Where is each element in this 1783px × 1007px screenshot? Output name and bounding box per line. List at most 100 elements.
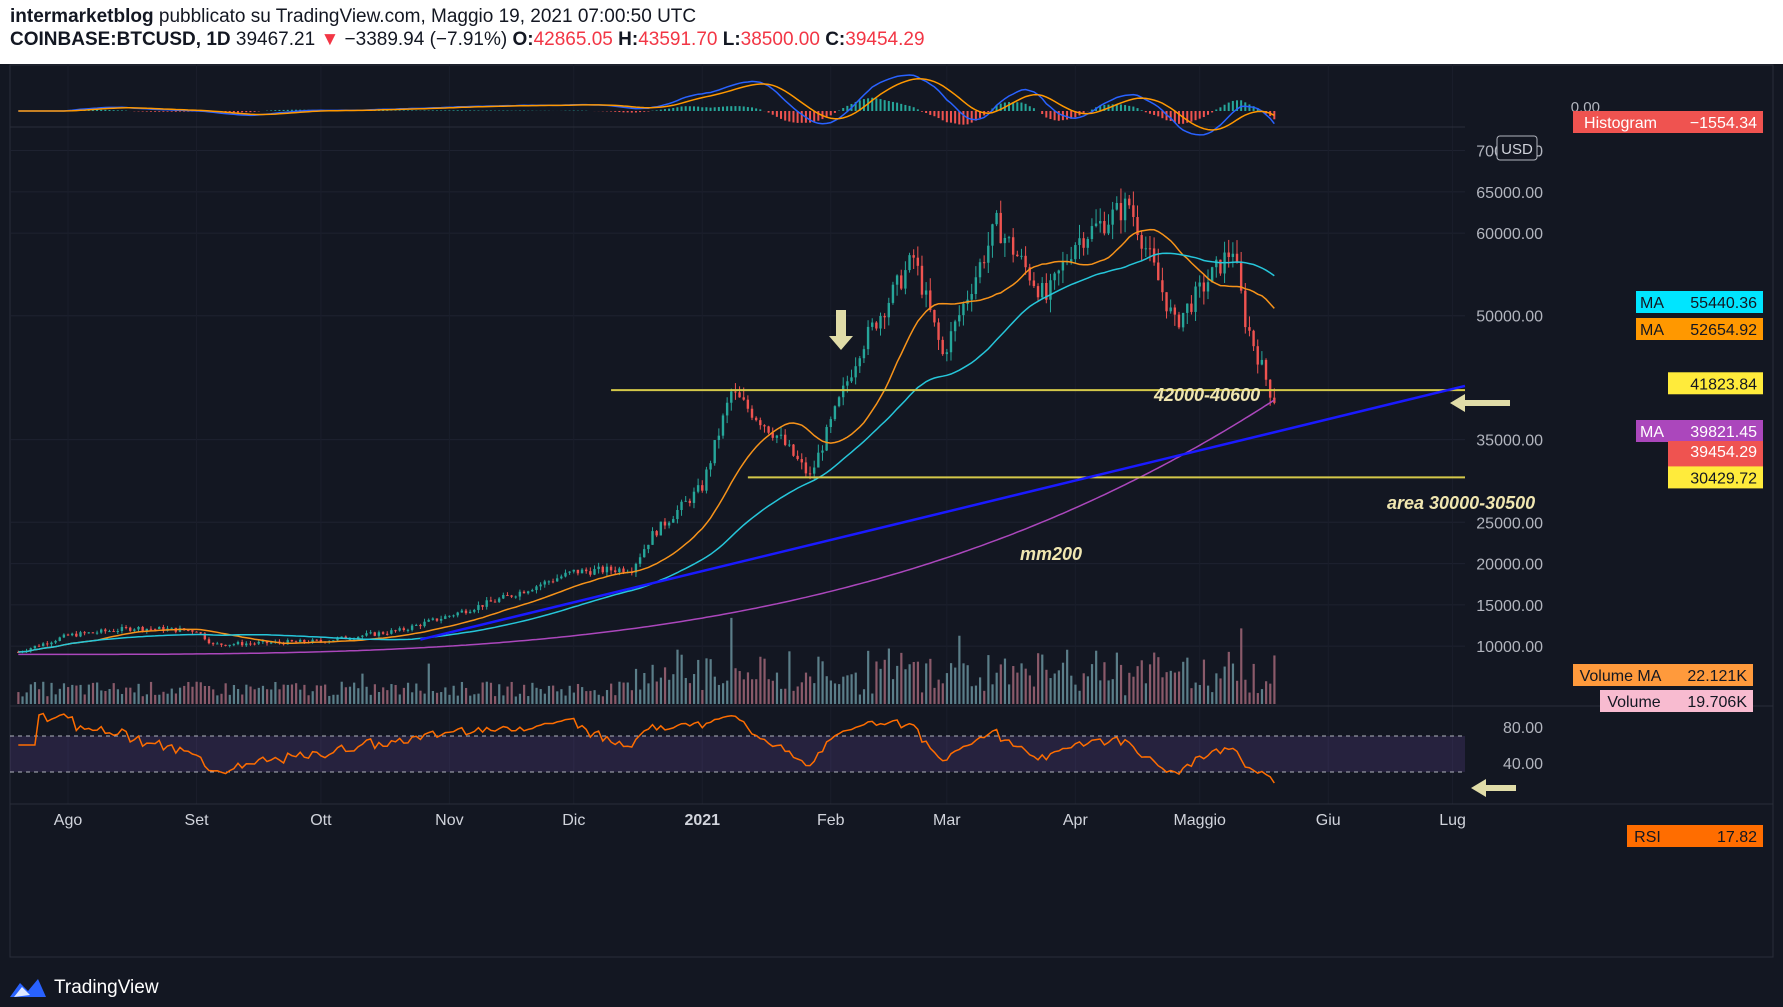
candle-body bbox=[390, 630, 393, 634]
candle-body bbox=[850, 377, 853, 382]
candle-body bbox=[754, 417, 758, 421]
candle-body bbox=[158, 627, 161, 629]
candle-body bbox=[50, 642, 53, 645]
symbol-name[interactable]: COINBASE:BTCUSD, 1D bbox=[10, 29, 231, 50]
candle-body bbox=[547, 581, 551, 583]
volume-bar bbox=[266, 689, 269, 704]
volume-bar bbox=[1265, 681, 1268, 704]
volume-bar bbox=[1095, 650, 1098, 704]
tradingview-brand[interactable]: TradingView bbox=[54, 977, 159, 998]
volume-bar bbox=[485, 681, 488, 704]
volume-bar bbox=[684, 677, 687, 704]
tradingview-logo-icon[interactable] bbox=[8, 977, 48, 999]
macd-histogram-bar bbox=[1252, 106, 1255, 111]
volume-bar bbox=[958, 635, 961, 704]
volume-bar bbox=[668, 679, 671, 704]
volume-bar bbox=[419, 690, 422, 704]
macd-histogram-bar bbox=[1099, 105, 1102, 111]
macd-histogram-bar bbox=[1049, 111, 1052, 120]
candle-body bbox=[879, 315, 882, 329]
time-tick-label: Nov bbox=[435, 812, 463, 829]
macd-histogram-bar bbox=[842, 108, 845, 111]
candle-body bbox=[1074, 245, 1077, 260]
volume-bar bbox=[850, 674, 853, 704]
candle-body bbox=[531, 590, 534, 592]
candle-body bbox=[941, 339, 944, 355]
candle-body bbox=[929, 290, 932, 310]
volume-bar bbox=[1049, 678, 1052, 704]
candle-body bbox=[46, 643, 49, 645]
annotation-label: 42000-40600 bbox=[1153, 385, 1260, 405]
volume-bar bbox=[1190, 688, 1193, 704]
candle-body bbox=[1082, 238, 1085, 248]
volume-bar bbox=[543, 693, 546, 704]
volume-bar bbox=[854, 672, 857, 704]
histogram-value-tag bbox=[1668, 111, 1763, 133]
volume-bar bbox=[328, 695, 331, 704]
candle-body bbox=[672, 519, 675, 523]
volume-bar bbox=[738, 671, 741, 704]
candle-body bbox=[444, 616, 447, 619]
macd-histogram-bar bbox=[1132, 106, 1135, 111]
macd-histogram-bar bbox=[846, 105, 849, 111]
candle-body bbox=[439, 618, 443, 621]
candle-body bbox=[1260, 359, 1264, 365]
candle-body bbox=[705, 469, 708, 491]
candle-body bbox=[435, 618, 439, 621]
macd-histogram-bar bbox=[663, 109, 666, 111]
candle-body bbox=[887, 302, 891, 318]
candle-body bbox=[1136, 217, 1139, 236]
candle-body bbox=[1094, 223, 1098, 227]
macd-histogram-bar bbox=[829, 111, 832, 116]
macd-histogram-bar bbox=[1045, 111, 1048, 118]
macd-histogram-bar bbox=[245, 111, 248, 113]
volume-bar bbox=[556, 691, 559, 704]
macd-histogram-bar bbox=[697, 106, 700, 111]
volume-bar bbox=[245, 684, 248, 704]
candle-body bbox=[1107, 224, 1110, 234]
volume-bar bbox=[1231, 663, 1235, 704]
volume-bar bbox=[775, 672, 779, 704]
macd-histogram-bar bbox=[1103, 104, 1106, 111]
volume-bar bbox=[966, 665, 969, 704]
macd-histogram-bar bbox=[929, 111, 932, 115]
candle-body bbox=[108, 631, 111, 633]
candle-body bbox=[846, 381, 849, 386]
volume-bar bbox=[278, 689, 281, 704]
volume-bar bbox=[1090, 664, 1094, 704]
volume-bar bbox=[357, 688, 360, 704]
macd-histogram-bar bbox=[643, 111, 646, 112]
candle-body bbox=[725, 402, 729, 416]
high-label: H: bbox=[618, 29, 639, 50]
volume-bar bbox=[394, 684, 397, 704]
volume-bar bbox=[987, 655, 990, 704]
macd-histogram-bar bbox=[174, 111, 177, 112]
candle-body bbox=[1194, 286, 1197, 312]
candle-body bbox=[555, 578, 559, 582]
volume-bar bbox=[178, 687, 182, 704]
candle-body bbox=[854, 366, 857, 378]
volume-bar bbox=[871, 693, 874, 704]
candle-body bbox=[87, 632, 90, 634]
volume-bar bbox=[1037, 653, 1040, 704]
volume-bar bbox=[618, 681, 621, 704]
rsi-value-tag bbox=[1668, 825, 1763, 847]
volume-bar bbox=[991, 684, 994, 704]
candle-body bbox=[481, 605, 484, 607]
candle-body bbox=[862, 349, 866, 359]
volume-bar bbox=[1161, 677, 1164, 704]
volume-bar bbox=[83, 694, 86, 704]
candle-body bbox=[701, 485, 704, 491]
candle-body bbox=[1128, 198, 1131, 206]
candle-body bbox=[953, 321, 957, 332]
candle-body bbox=[796, 455, 799, 460]
macd-histogram-bar bbox=[96, 109, 99, 111]
publish-info: pubblicato su TradingView.com, Maggio 19… bbox=[158, 6, 697, 27]
author-name[interactable]: intermarketblog bbox=[10, 6, 154, 27]
time-tick-label: Apr bbox=[1063, 812, 1089, 829]
volume-bar bbox=[373, 684, 376, 704]
volume-bar bbox=[1260, 689, 1264, 704]
candle-body bbox=[124, 627, 128, 629]
macd-histogram-bar bbox=[1227, 102, 1230, 111]
candle-body bbox=[1248, 327, 1251, 331]
